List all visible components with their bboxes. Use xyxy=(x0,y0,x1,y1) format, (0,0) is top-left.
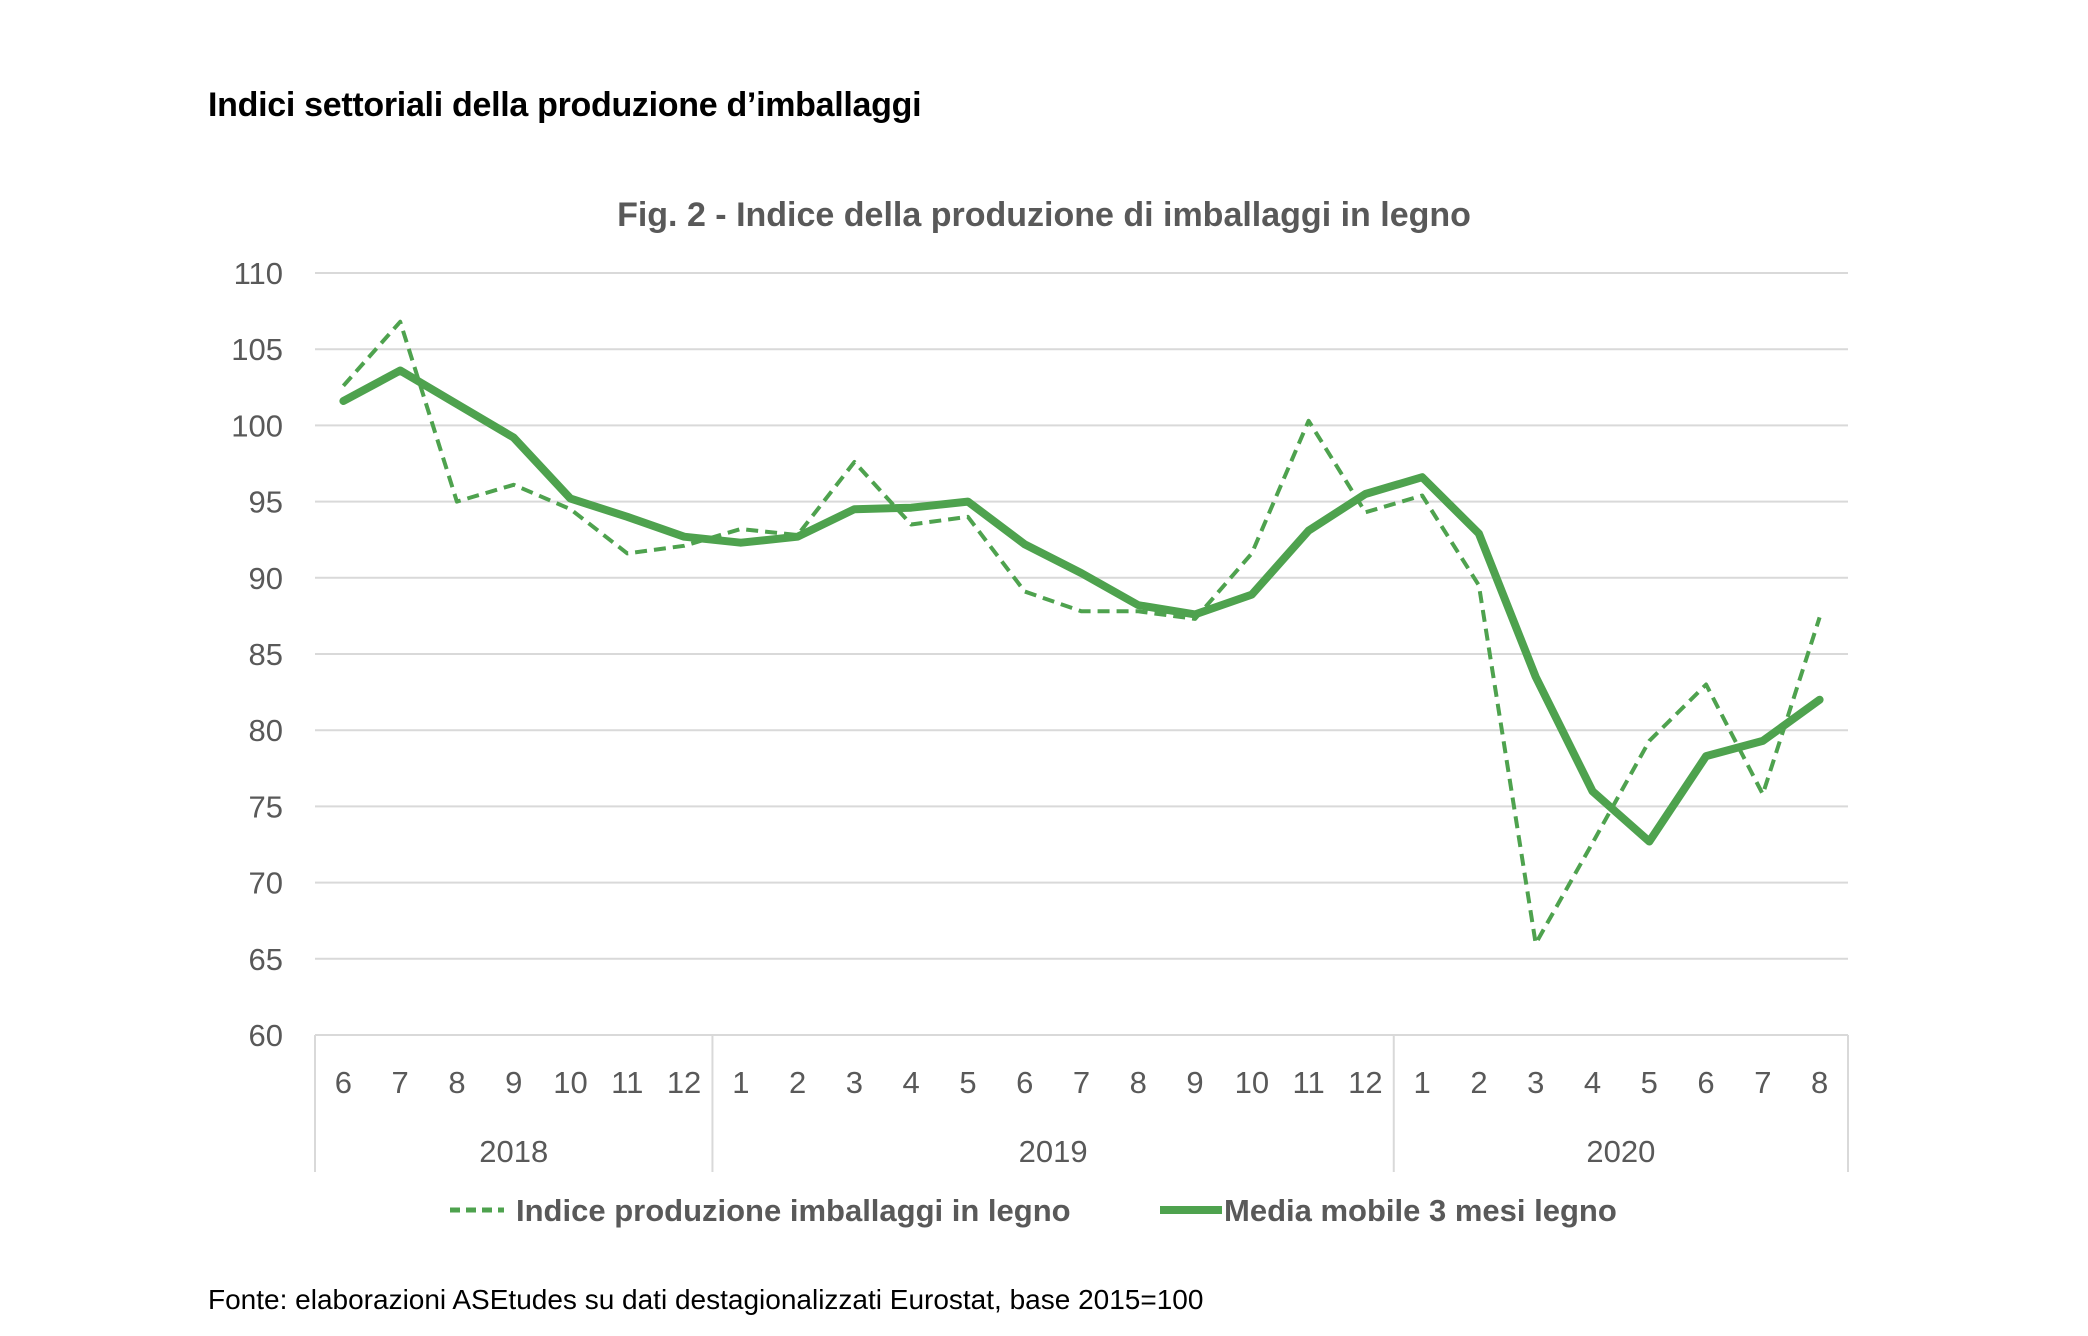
x-tick-label: 6 xyxy=(335,1065,352,1100)
x-tick-label: 8 xyxy=(448,1065,465,1100)
page-heading: Indici settoriali della produzione d’imb… xyxy=(208,86,922,124)
x-tick-label: 10 xyxy=(1235,1065,1269,1100)
x-tick-label: 5 xyxy=(959,1065,976,1100)
y-tick-label: 75 xyxy=(249,789,283,824)
x-tick-label: 2 xyxy=(789,1065,806,1100)
y-tick-label: 80 xyxy=(249,713,283,748)
x-tick-label: 7 xyxy=(392,1065,409,1100)
x-tick-label: 4 xyxy=(1584,1065,1601,1100)
series-line-moving-average xyxy=(339,366,1824,846)
y-tick-label: 110 xyxy=(234,256,283,291)
x-tick-label: 2 xyxy=(1470,1065,1487,1100)
x-tick-label: 11 xyxy=(1293,1065,1325,1100)
x-tick-label: 11 xyxy=(611,1065,643,1100)
x-tick-label: 1 xyxy=(732,1065,749,1100)
series-line-index xyxy=(341,319,1822,946)
y-tick-label: 95 xyxy=(249,485,283,520)
x-tick-label: 8 xyxy=(1811,1065,1828,1100)
y-tick-label: 85 xyxy=(249,637,283,672)
legend: Indice produzione imballaggi in legno Med… xyxy=(450,1193,1617,1228)
series-lines xyxy=(339,319,1824,946)
x-year-label: 2019 xyxy=(1019,1134,1088,1169)
chart-title: Fig. 2 - Indice della produzione di imba… xyxy=(617,196,1471,234)
x-tick-label: 3 xyxy=(846,1065,863,1100)
x-tick-label: 12 xyxy=(667,1065,701,1100)
x-tick-label: 9 xyxy=(505,1065,522,1100)
gridlines xyxy=(315,272,1848,960)
y-tick-label: 70 xyxy=(249,866,283,901)
source-note: Fonte: elaborazioni ASEtudes su dati des… xyxy=(208,1284,1204,1315)
legend-label: Indice produzione imballaggi in legno xyxy=(516,1193,1071,1228)
x-year-label: 2020 xyxy=(1586,1134,1655,1169)
x-tick-label: 6 xyxy=(1016,1065,1033,1100)
x-tick-label: 3 xyxy=(1527,1065,1544,1100)
x-tick-label: 6 xyxy=(1697,1065,1714,1100)
x-year-label: 2018 xyxy=(479,1134,548,1169)
x-tick-label: 4 xyxy=(903,1065,920,1100)
y-tick-label: 100 xyxy=(231,408,283,443)
y-tick-label: 60 xyxy=(249,1018,283,1053)
y-tick-label: 65 xyxy=(249,942,283,977)
y-tick-label: 105 xyxy=(231,332,283,367)
x-tick-label: 5 xyxy=(1641,1065,1658,1100)
x-tick-label: 7 xyxy=(1073,1065,1090,1100)
x-tick-label: 1 xyxy=(1414,1065,1431,1100)
y-tick-label: 90 xyxy=(249,561,283,596)
legend-label: Media mobile 3 mesi legno xyxy=(1224,1193,1617,1228)
x-tick-label: 10 xyxy=(553,1065,587,1100)
x-tick-label: 9 xyxy=(1186,1065,1203,1100)
x-tick-label: 8 xyxy=(1130,1065,1147,1100)
x-tick-label: 12 xyxy=(1348,1065,1382,1100)
y-axis-tick-labels: 60 65 70 75 80 85 90 95 100 105 110 xyxy=(231,256,283,1053)
x-tick-label: 7 xyxy=(1754,1065,1771,1100)
